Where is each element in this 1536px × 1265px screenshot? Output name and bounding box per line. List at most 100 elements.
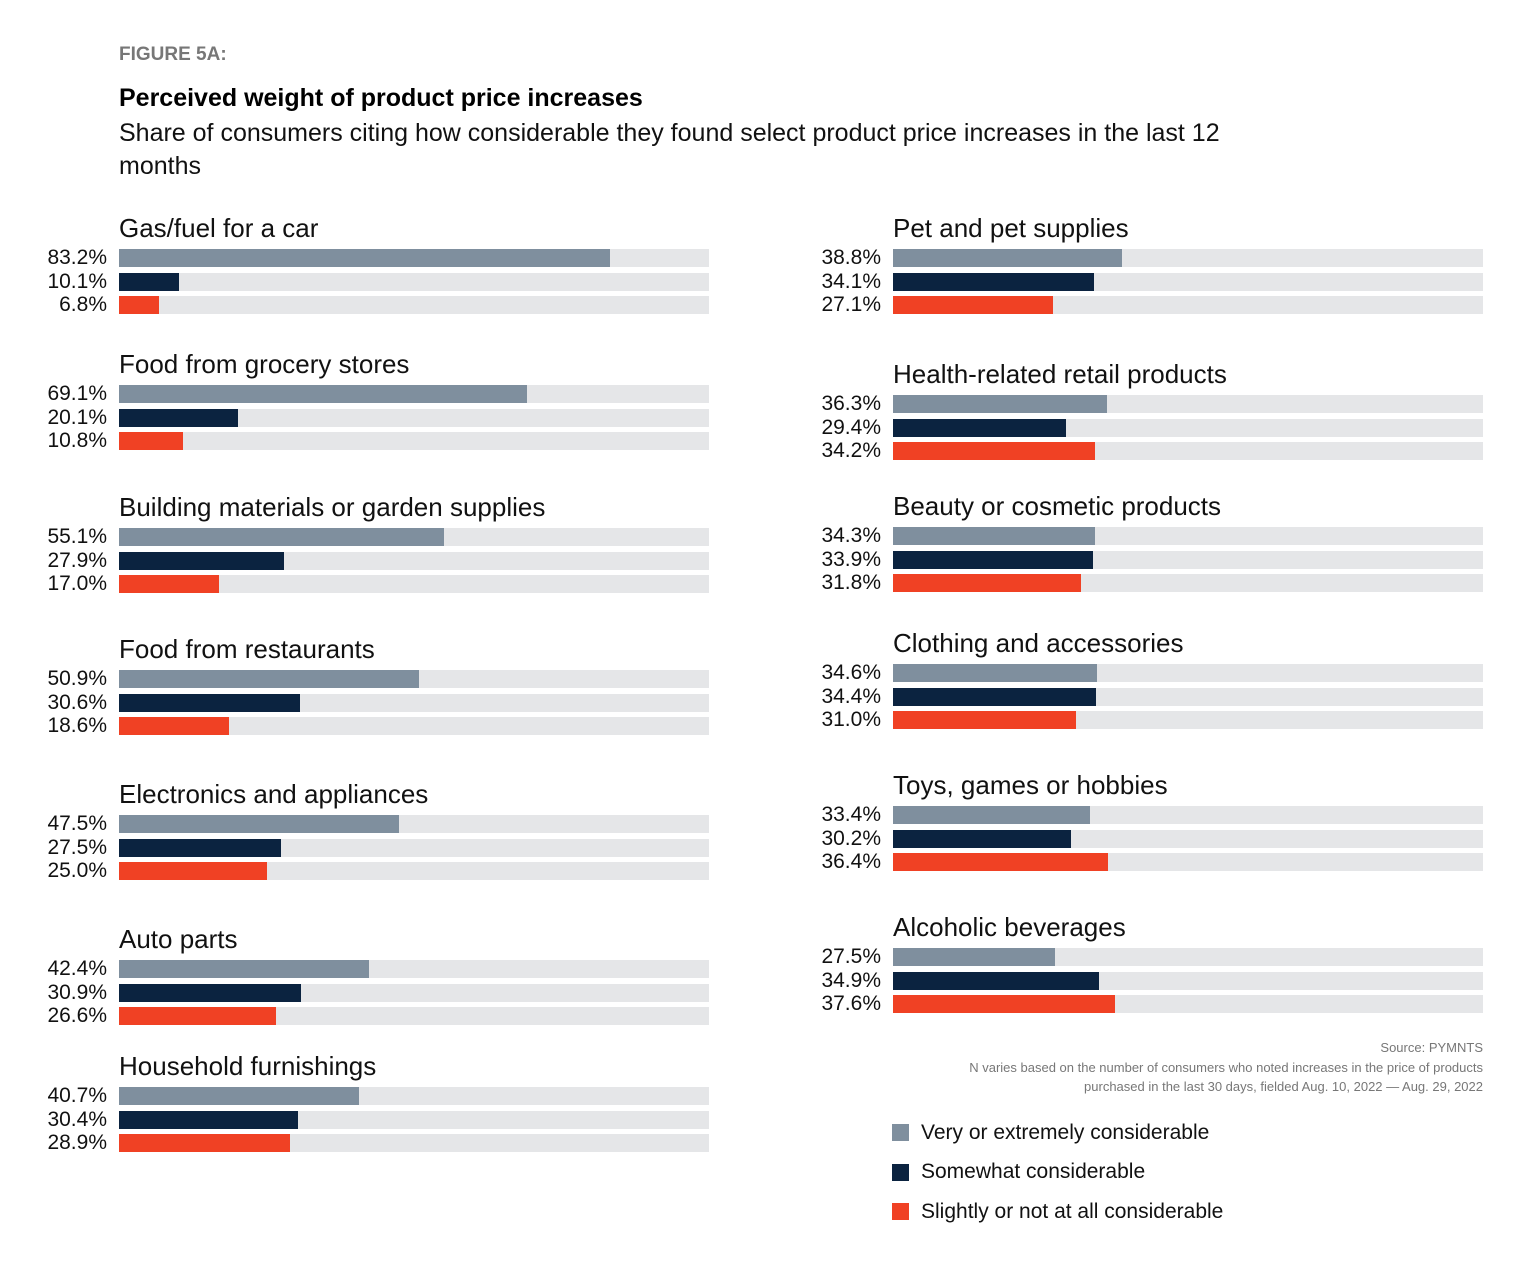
data-label: 34.6%	[821, 661, 881, 684]
bar-track	[119, 408, 709, 427]
data-label: 47.5%	[47, 812, 107, 835]
legend: Very or extremely considerable Somewhat c…	[892, 1113, 1223, 1232]
bar	[119, 528, 445, 546]
data-label: 30.6%	[47, 690, 107, 714]
bar-track	[893, 829, 1483, 848]
legend-label: Slightly or not at all considerable	[921, 1199, 1224, 1223]
bar	[893, 574, 1081, 592]
bar-track	[893, 995, 1483, 1013]
bar-track	[119, 862, 709, 880]
bar	[893, 971, 1099, 990]
bar-track	[119, 838, 709, 857]
bar	[119, 432, 183, 450]
bar	[893, 550, 1093, 569]
bar-track	[893, 296, 1483, 314]
bar-track	[119, 693, 709, 712]
legend-label: Very or extremely considerable	[921, 1120, 1210, 1144]
category-label: Beauty or cosmetic products	[893, 491, 1222, 521]
bar-track	[119, 1007, 709, 1025]
bar-track	[119, 983, 709, 1002]
legend-swatch	[892, 1124, 909, 1142]
bar-track	[119, 670, 709, 688]
data-label: 34.9%	[821, 968, 881, 992]
category-label: Building materials or garden supplies	[119, 492, 546, 522]
bar	[119, 960, 370, 978]
data-label: 28.9%	[47, 1131, 107, 1154]
bar-track	[119, 296, 709, 314]
chart-subtitle: Share of consumers citing how considerab…	[119, 119, 1220, 180]
legend-item: Very or extremely considerable	[892, 1113, 1223, 1153]
bar-track	[119, 960, 709, 978]
bar	[119, 249, 610, 267]
bar	[119, 670, 420, 688]
bar	[893, 442, 1095, 460]
bar-track	[893, 687, 1483, 706]
bar-track	[893, 418, 1483, 437]
bar-track	[893, 249, 1483, 267]
bar	[119, 838, 282, 857]
data-label: 25.0%	[47, 859, 107, 882]
data-label: 10.1%	[47, 269, 107, 293]
bar	[893, 806, 1091, 824]
data-label: 50.9%	[47, 667, 107, 690]
bar	[119, 385, 527, 403]
legend-item: Somewhat considerable	[892, 1153, 1223, 1193]
data-label: 27.1%	[821, 293, 881, 316]
source: Source: PYMNTS	[1380, 1040, 1483, 1055]
data-label: 30.4%	[47, 1107, 107, 1131]
bar	[893, 418, 1067, 437]
bar-track	[893, 272, 1483, 291]
data-label: 55.1%	[47, 525, 107, 548]
bar-track	[119, 528, 709, 546]
data-label: 20.1%	[47, 405, 107, 429]
data-label: 34.4%	[821, 684, 881, 708]
bar-track	[893, 853, 1483, 871]
bar-track	[893, 442, 1483, 460]
legend-swatch	[892, 1163, 909, 1181]
bar	[119, 1110, 299, 1129]
bar	[893, 296, 1053, 314]
bar	[119, 717, 229, 735]
bar-track	[119, 1134, 709, 1152]
bar-track	[119, 385, 709, 403]
bar	[893, 249, 1122, 267]
category-label: Household furnishings	[119, 1051, 377, 1081]
data-label: 6.8%	[59, 293, 107, 316]
bar	[119, 551, 284, 570]
bar	[119, 862, 267, 880]
bar	[119, 408, 238, 427]
bar	[119, 693, 300, 712]
bar-track	[893, 527, 1483, 545]
legend-swatch	[892, 1203, 909, 1221]
data-label: 34.3%	[821, 524, 881, 547]
category-label: Health-related retail products	[893, 359, 1227, 389]
bar	[119, 575, 220, 593]
data-label: 36.4%	[821, 850, 881, 873]
bar-track	[119, 272, 709, 291]
data-label: 10.8%	[47, 429, 107, 452]
bar-track	[119, 1110, 709, 1129]
bar-track	[893, 550, 1483, 569]
category-label: Auto parts	[119, 924, 238, 954]
bar	[893, 527, 1096, 545]
bar-track	[893, 806, 1483, 824]
data-label: 37.6%	[821, 992, 881, 1015]
category-label: Food from restaurants	[119, 634, 375, 664]
data-label: 34.2%	[821, 439, 881, 462]
source-note: Source: PYMNTS N varies based on the num…	[969, 1038, 1483, 1097]
data-label: 30.9%	[47, 980, 107, 1004]
data-label: 27.5%	[821, 945, 881, 968]
category-label: Pet and pet supplies	[893, 213, 1129, 243]
bar	[119, 1134, 290, 1152]
bar-track	[119, 1087, 709, 1105]
data-label: 38.8%	[821, 246, 881, 269]
data-label: 26.6%	[47, 1004, 107, 1027]
category-label: Toys, games or hobbies	[893, 770, 1168, 800]
bar	[893, 395, 1108, 413]
data-label: 30.2%	[821, 826, 881, 850]
bar-track	[119, 432, 709, 450]
bar	[893, 853, 1108, 871]
data-label: 18.6%	[47, 714, 107, 737]
category-label: Gas/fuel for a car	[119, 213, 319, 243]
